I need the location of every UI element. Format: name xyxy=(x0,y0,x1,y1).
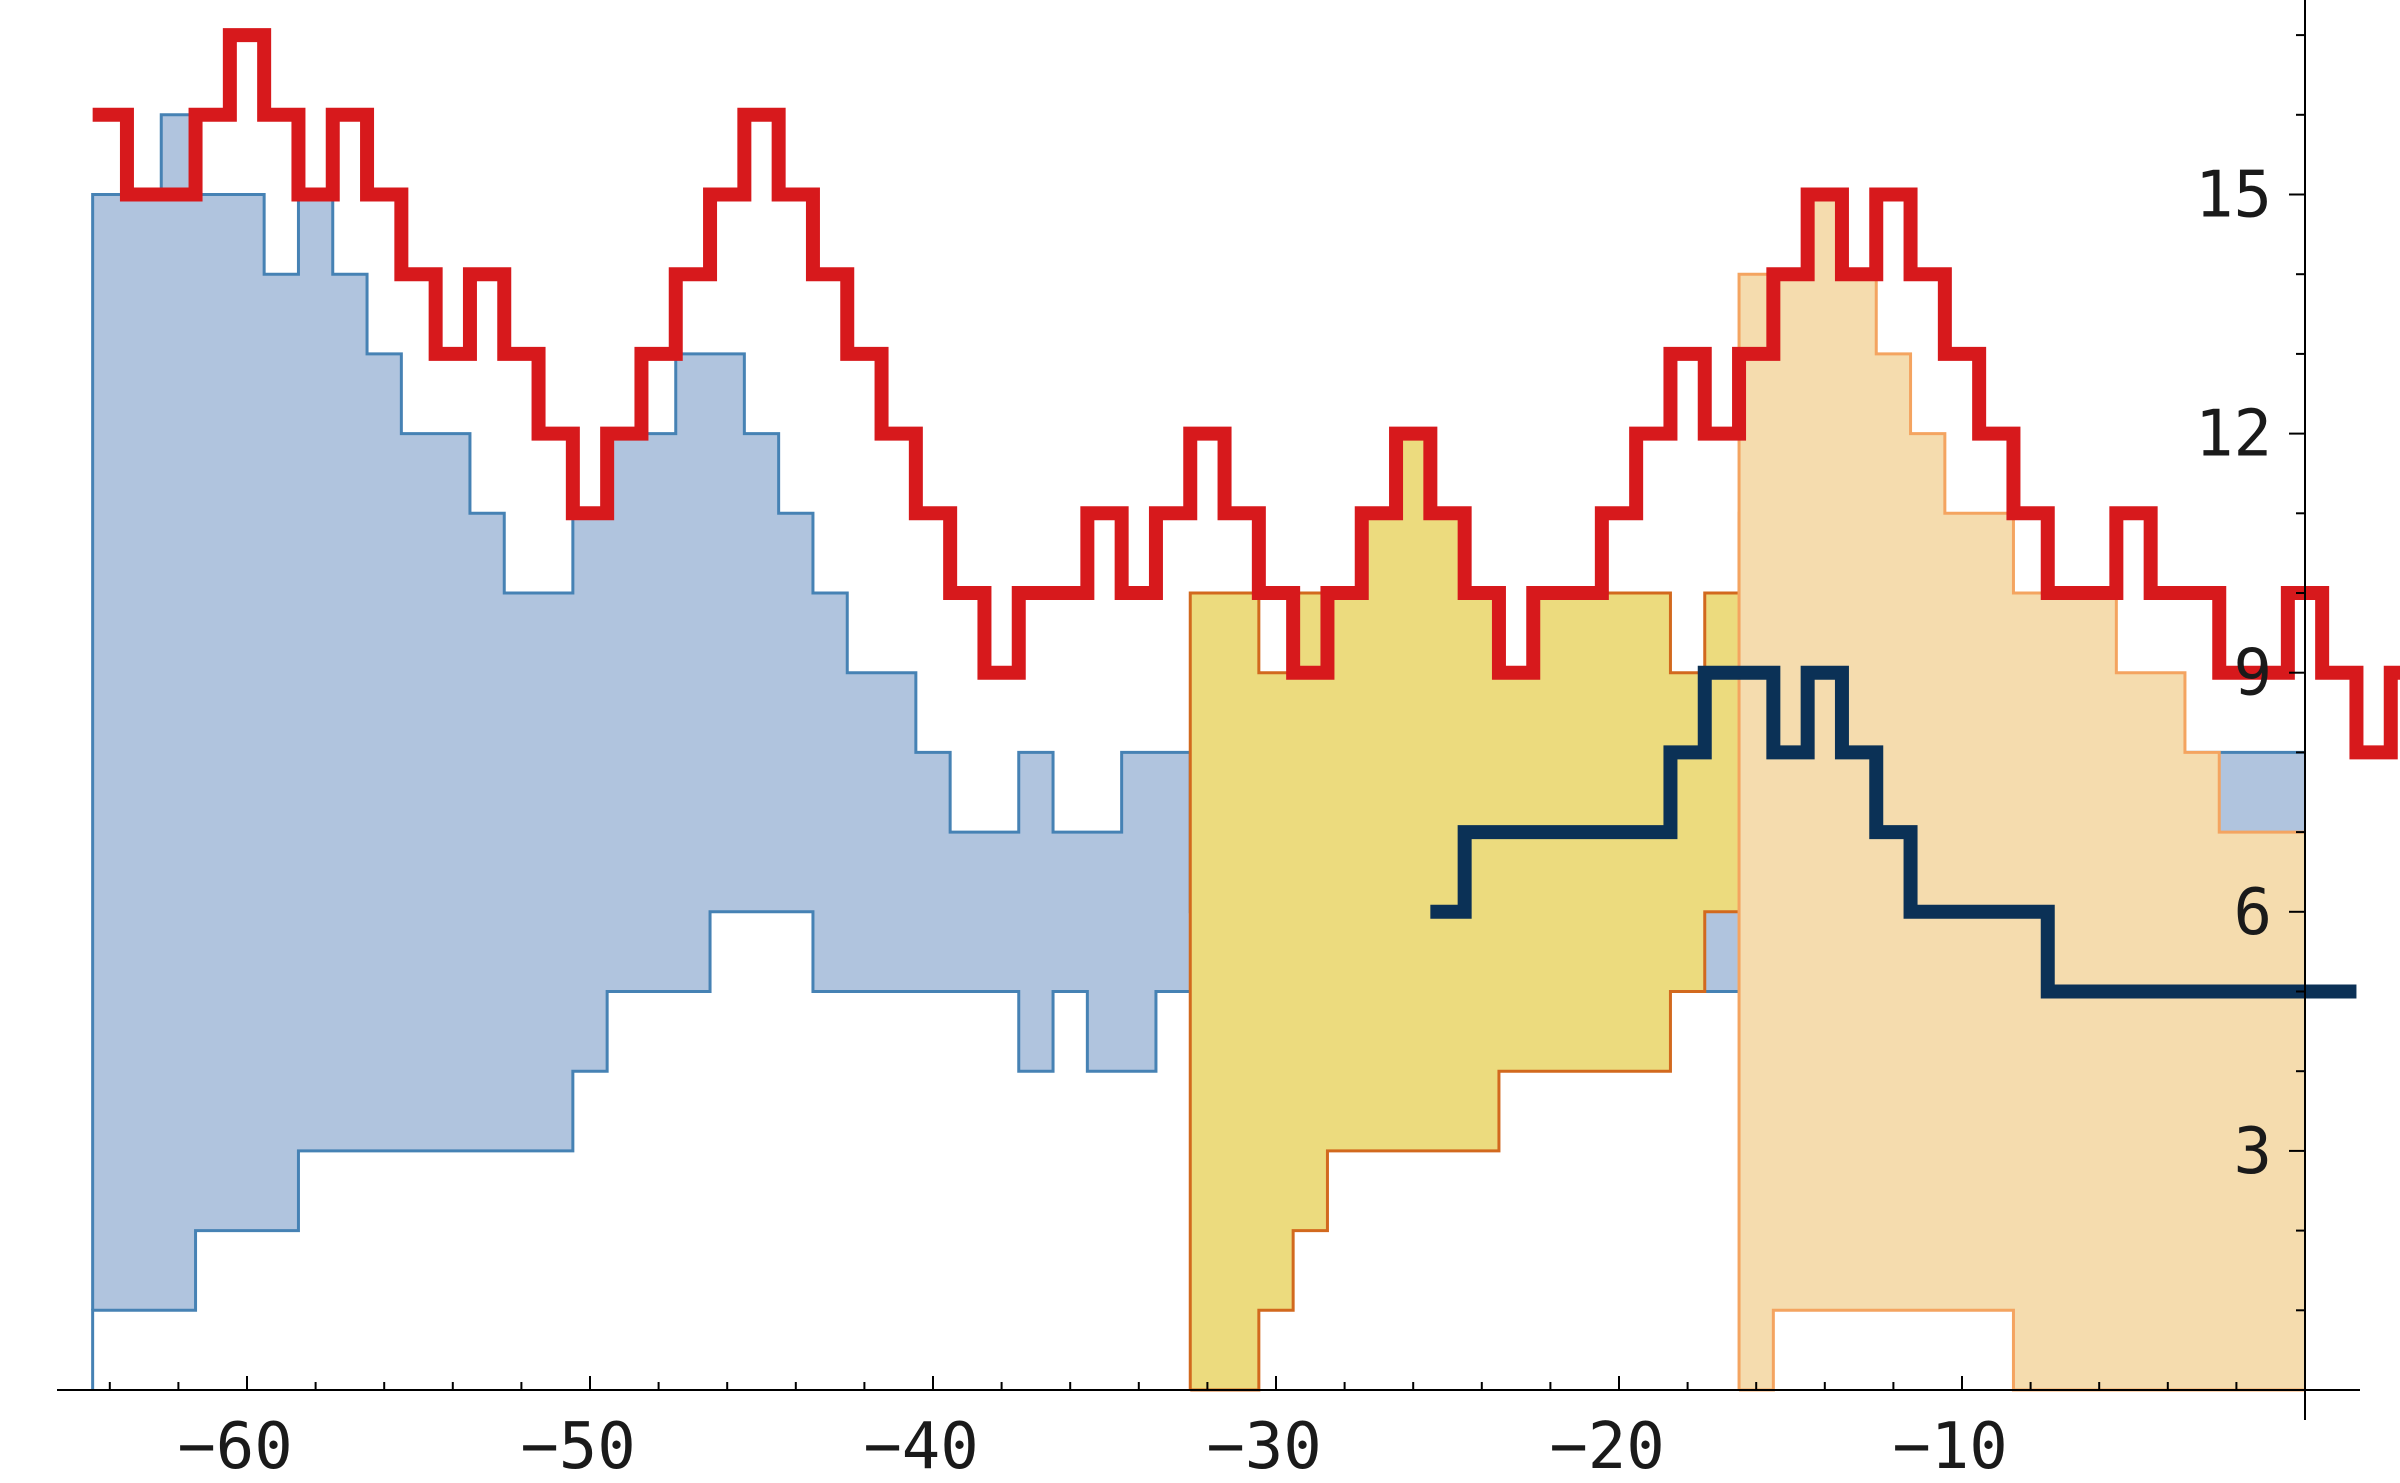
y-tick-label: 6 xyxy=(2233,876,2272,950)
band-fill-1 xyxy=(92,114,2306,1311)
lines-layer xyxy=(92,28,2400,999)
band-upper-edge-1 xyxy=(91,113,2305,1311)
y-tick-label: 12 xyxy=(2195,398,2272,472)
x-tick-label: −40 xyxy=(863,1410,979,1483)
band-fill-3 xyxy=(1739,194,2305,1390)
series-line-1 xyxy=(92,28,2400,760)
ticks-layer: −60 −50 −40 −30 −20 −10 3 6 9 12 15 xyxy=(108,34,2306,1483)
x-tick-label: −60 xyxy=(177,1410,293,1483)
axes-layer xyxy=(57,0,2360,1420)
y-tick-label: 9 xyxy=(2233,637,2272,711)
band-lower-edge-1 xyxy=(91,910,2305,1390)
y-tick-label: 3 xyxy=(2233,1115,2272,1189)
x-tick-label: −20 xyxy=(1549,1410,1665,1483)
series-line-2 xyxy=(1430,665,2357,999)
x-tick-label: −50 xyxy=(520,1410,636,1483)
y-tick-label: 15 xyxy=(2195,159,2272,233)
x-tick-label: −30 xyxy=(1206,1410,1322,1483)
x-tick-label: −10 xyxy=(1892,1410,2008,1483)
bands-layer xyxy=(91,113,2306,1392)
